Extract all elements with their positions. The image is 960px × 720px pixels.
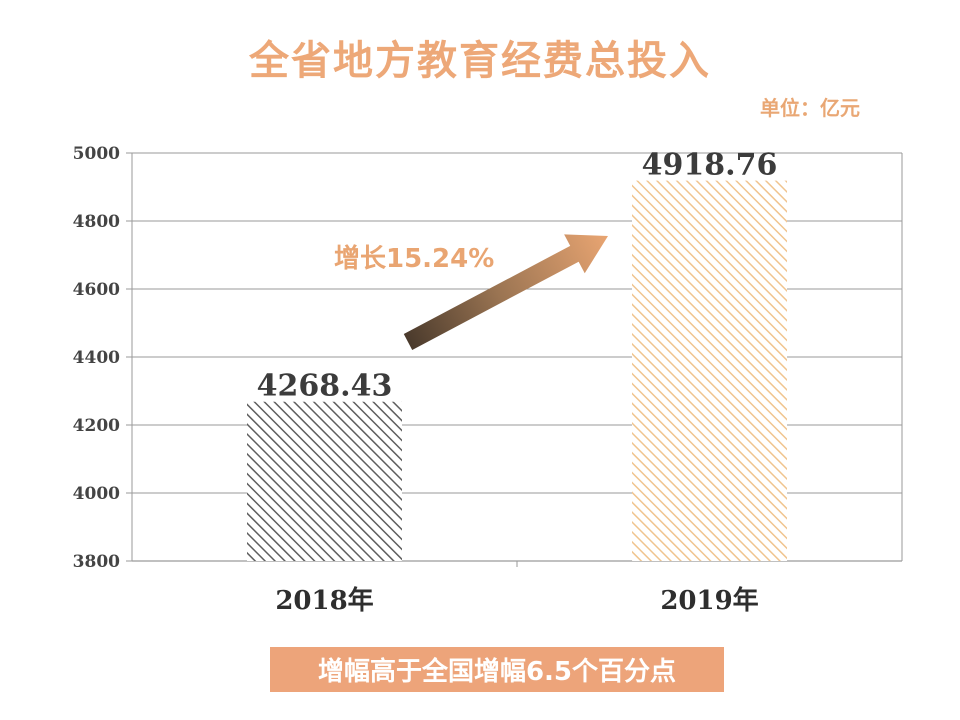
y-tick-label: 4200	[73, 416, 120, 436]
y-tick-label: 4800	[73, 212, 120, 232]
y-tick-label: 5000	[73, 144, 120, 164]
y-tick-label: 4000	[73, 484, 120, 504]
data-label: 4268.43	[257, 369, 393, 404]
x-tick-label: 2018年	[275, 585, 373, 616]
data-label: 4918.76	[642, 148, 778, 183]
conclusion-banner: 增幅高于全国增幅6.5个百分点	[270, 647, 724, 692]
y-tick-label: 4600	[73, 280, 120, 300]
y-tick-label: 3800	[73, 552, 120, 572]
y-tick-label: 4400	[73, 348, 120, 368]
unit-label: 单位：亿元	[760, 96, 860, 120]
chart-title: 全省地方教育经费总投入	[249, 38, 711, 84]
bar-2019年	[632, 180, 787, 562]
x-tick-label: 2019年	[660, 585, 758, 616]
bar-2018年	[247, 401, 402, 561]
growth-annotation: 增长15.24%	[334, 243, 494, 274]
growth-arrow	[403, 234, 608, 350]
